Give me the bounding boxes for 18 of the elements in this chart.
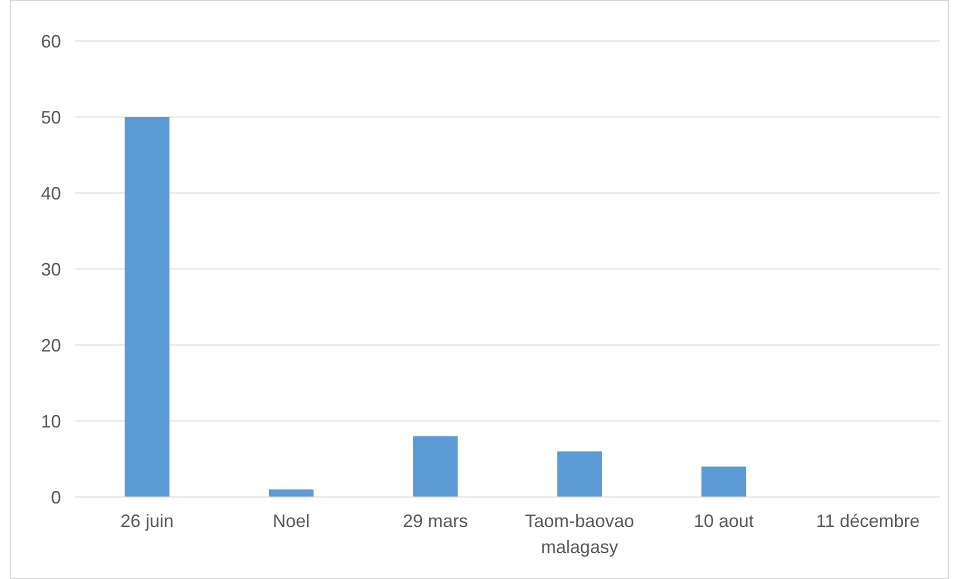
x-tick-label: Noel xyxy=(272,511,310,531)
x-tick-label: 29 mars xyxy=(402,511,468,531)
x-tick-label: Taom-baovao malagasy xyxy=(525,511,634,557)
bar xyxy=(268,489,314,497)
bar xyxy=(124,117,170,497)
x-tick-label: 26 juin xyxy=(120,511,174,531)
y-tick-label: 0 xyxy=(50,487,61,508)
y-tick-label: 30 xyxy=(40,259,61,280)
y-tick-label: 40 xyxy=(40,183,61,204)
y-tick-label: 10 xyxy=(40,411,61,432)
y-tick-label: 60 xyxy=(40,31,61,52)
y-tick-label: 50 xyxy=(40,107,61,128)
x-tick-label: 10 aout xyxy=(694,511,754,531)
bar xyxy=(701,466,746,497)
bar xyxy=(413,436,458,497)
x-tick-label: 11 décembre xyxy=(816,511,920,531)
bar xyxy=(557,451,602,497)
y-tick-label: 20 xyxy=(40,335,61,356)
